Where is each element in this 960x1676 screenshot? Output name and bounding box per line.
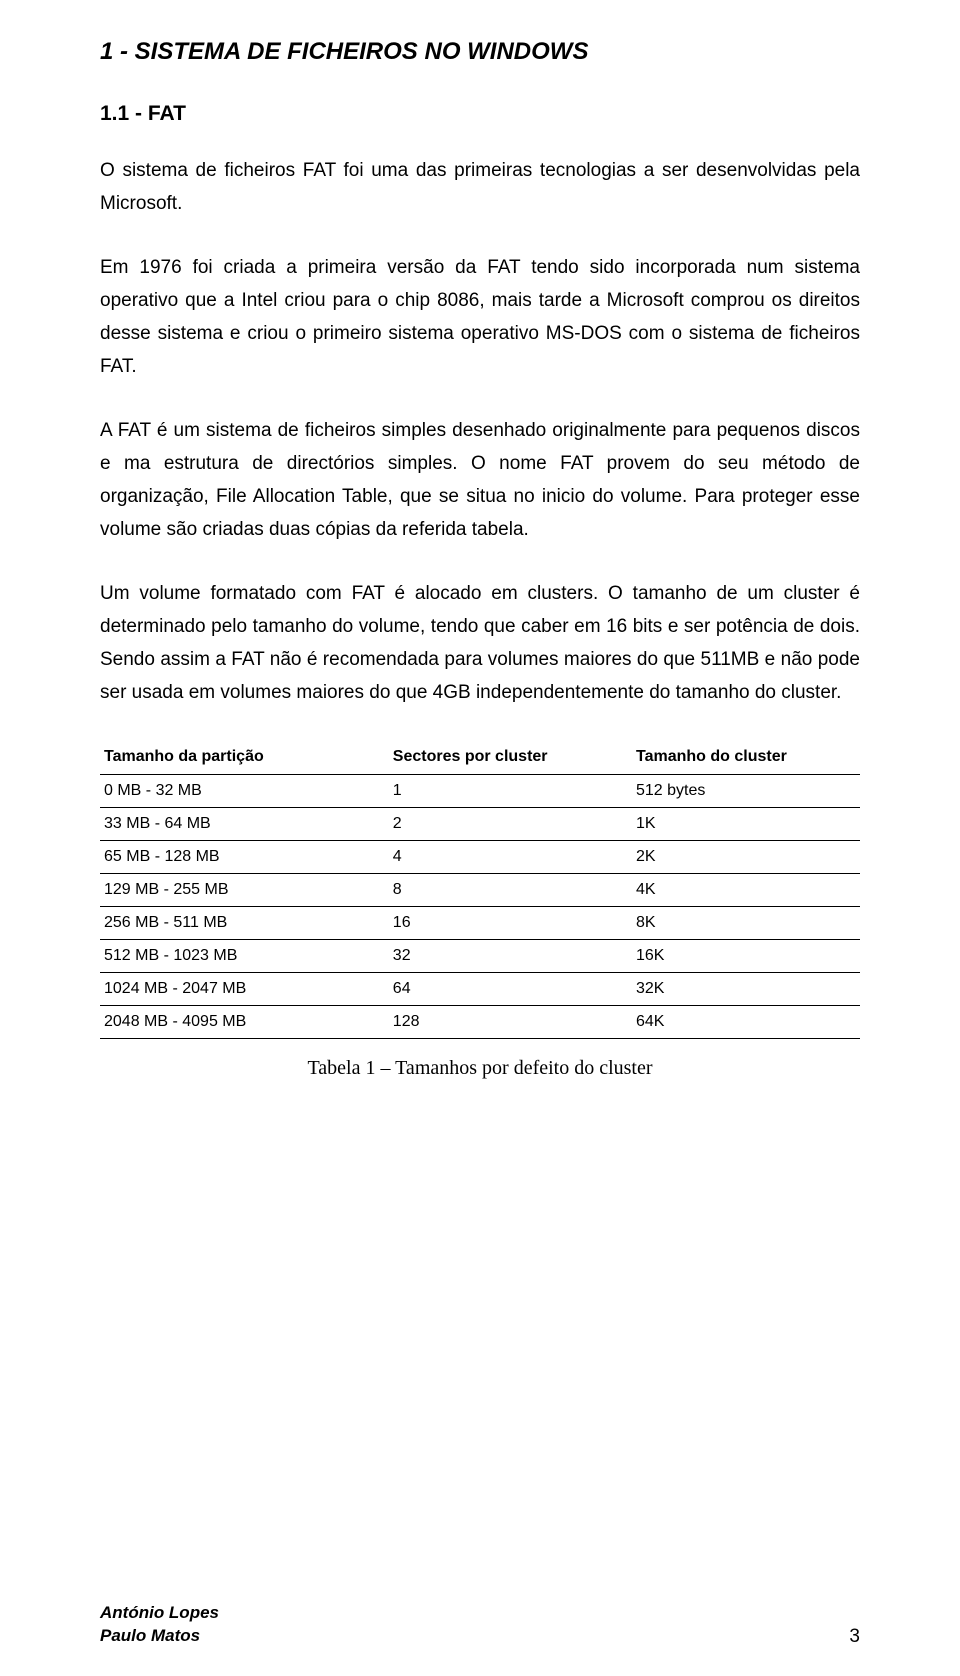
- page-number: 3: [849, 1626, 860, 1648]
- table-cell: 16K: [632, 939, 860, 972]
- table-row: 2048 MB - 4095 MB 128 64K: [100, 1005, 860, 1038]
- table-cell: 2048 MB - 4095 MB: [100, 1005, 389, 1038]
- table-header: Sectores por cluster: [389, 740, 632, 775]
- author-name: António Lopes: [100, 1602, 219, 1625]
- paragraph-3: A FAT é um sistema de ficheiros simples …: [100, 414, 860, 547]
- table-cell: 32: [389, 939, 632, 972]
- table-cell: 8: [389, 873, 632, 906]
- table-row: 256 MB - 511 MB 16 8K: [100, 906, 860, 939]
- table-cell: 4K: [632, 873, 860, 906]
- table-caption: Tabela 1 – Tamanhos por defeito do clust…: [100, 1057, 860, 1080]
- table-cell: 2: [389, 807, 632, 840]
- table-row: 0 MB - 32 MB 1 512 bytes: [100, 774, 860, 807]
- table-cell: 4: [389, 840, 632, 873]
- page-footer: António Lopes Paulo Matos 3: [100, 1602, 860, 1648]
- heading-level-2: 1.1 - FAT: [100, 102, 860, 126]
- table-cell: 129 MB - 255 MB: [100, 873, 389, 906]
- heading-level-1: 1 - SISTEMA DE FICHEIROS NO WINDOWS: [100, 38, 860, 66]
- table-header-row: Tamanho da partição Sectores por cluster…: [100, 740, 860, 775]
- table-row: 512 MB - 1023 MB 32 16K: [100, 939, 860, 972]
- table-cell: 512 bytes: [632, 774, 860, 807]
- table-row: 129 MB - 255 MB 8 4K: [100, 873, 860, 906]
- table-cell: 512 MB - 1023 MB: [100, 939, 389, 972]
- table-cell: 16: [389, 906, 632, 939]
- table-cell: 128: [389, 1005, 632, 1038]
- table-cell: 8K: [632, 906, 860, 939]
- table-row: 33 MB - 64 MB 2 1K: [100, 807, 860, 840]
- paragraph-2: Em 1976 foi criada a primeira versão da …: [100, 251, 860, 384]
- paragraph-1: O sistema de ficheiros FAT foi uma das p…: [100, 154, 860, 221]
- table-row: 1024 MB - 2047 MB 64 32K: [100, 972, 860, 1005]
- author-name: Paulo Matos: [100, 1625, 219, 1648]
- table-row: 65 MB - 128 MB 4 2K: [100, 840, 860, 873]
- table-cell: 1: [389, 774, 632, 807]
- table-cell: 2K: [632, 840, 860, 873]
- table-cell: 65 MB - 128 MB: [100, 840, 389, 873]
- table-header: Tamanho da partição: [100, 740, 389, 775]
- table-header: Tamanho do cluster: [632, 740, 860, 775]
- table-cell: 33 MB - 64 MB: [100, 807, 389, 840]
- cluster-size-table: Tamanho da partição Sectores por cluster…: [100, 740, 860, 1039]
- table-cell: 64K: [632, 1005, 860, 1038]
- paragraph-4: Um volume formatado com FAT é alocado em…: [100, 577, 860, 710]
- table-cell: 32K: [632, 972, 860, 1005]
- table-cell: 1K: [632, 807, 860, 840]
- table-cell: 256 MB - 511 MB: [100, 906, 389, 939]
- table-cell: 1024 MB - 2047 MB: [100, 972, 389, 1005]
- table-cell: 0 MB - 32 MB: [100, 774, 389, 807]
- footer-authors: António Lopes Paulo Matos: [100, 1602, 219, 1648]
- table-cell: 64: [389, 972, 632, 1005]
